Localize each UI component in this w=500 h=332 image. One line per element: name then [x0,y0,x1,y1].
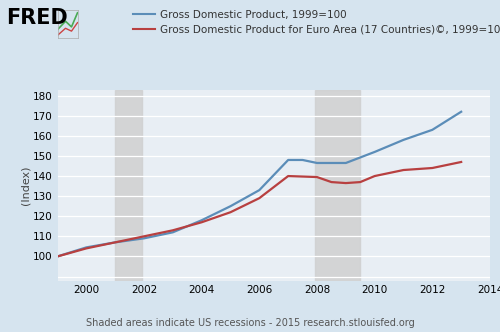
Text: Shaded areas indicate US recessions - 2015 research.stlouisfed.org: Shaded areas indicate US recessions - 20… [86,318,414,328]
Bar [115,90,141,281]
Text: Gross Domestic Product for Euro Area (17 Countries)©, 1999=100: Gross Domestic Product for Euro Area (17… [160,25,500,35]
Text: FRED: FRED [6,8,68,28]
Text: Gross Domestic Product, 1999=100: Gross Domestic Product, 1999=100 [160,10,346,20]
Y-axis label: (Index): (Index) [20,165,30,205]
Bar [314,90,360,281]
